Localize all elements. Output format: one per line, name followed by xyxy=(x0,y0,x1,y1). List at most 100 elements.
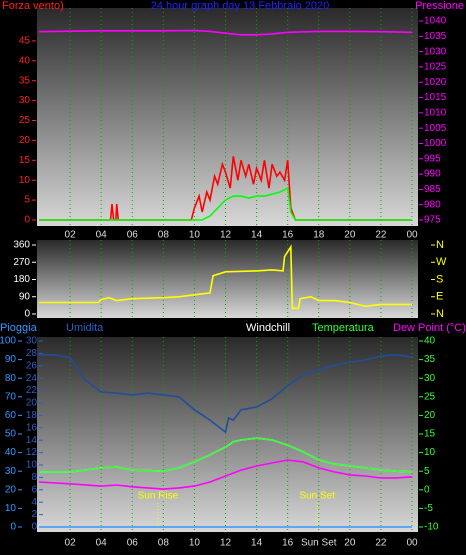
y-tick-label: 270 xyxy=(13,257,30,268)
series-line xyxy=(39,437,413,473)
y-tick-label: 12 xyxy=(26,447,38,458)
x-tick-label: 02 xyxy=(65,230,77,241)
y-tick-label: -10 xyxy=(424,522,439,533)
series-line xyxy=(38,459,413,490)
y-tick-label: 8 xyxy=(31,472,37,483)
y-tick-label: 16 xyxy=(26,422,38,433)
y-tick-label: 30 xyxy=(26,336,38,347)
x-tick-label: Sun Set xyxy=(301,538,337,549)
axis-label: 24 hour graph day 13 Febbraio 2020 xyxy=(151,0,330,12)
y-tick-label: 20 xyxy=(424,410,436,421)
x-tick-label: 04 xyxy=(96,538,108,549)
x-tick-label: 12 xyxy=(220,230,232,241)
y-tick-label: 995 xyxy=(424,153,441,164)
y-tick-label: 35 xyxy=(19,75,31,86)
y-tick-label: 1010 xyxy=(424,107,447,118)
series-line xyxy=(39,244,412,310)
y-tick-label: 26 xyxy=(26,360,38,371)
y-tick-label: 0 xyxy=(31,522,37,533)
y-tick-label: 1020 xyxy=(424,77,447,88)
y-tick-label: 1015 xyxy=(424,92,447,103)
y-tick-label: 20 xyxy=(19,135,31,146)
y-tick-label: 1040 xyxy=(424,16,447,27)
x-tick-label: 16 xyxy=(282,538,294,549)
y-tick-label: 35 xyxy=(424,354,436,365)
plot-area xyxy=(37,337,418,532)
y-tick-label: 40 xyxy=(19,55,31,66)
y-tick-label: 1030 xyxy=(424,46,447,57)
x-tick-label: 20 xyxy=(344,538,356,549)
y-tick-label: 985 xyxy=(424,184,441,195)
x-tick-label: 00 xyxy=(406,538,418,549)
y-tick-label: 0 xyxy=(10,522,16,533)
x-tick-label: 06 xyxy=(127,230,139,241)
x-tick-label: 12 xyxy=(220,538,232,549)
y-tick-label: 40 xyxy=(5,447,17,458)
y-tick-label: 1025 xyxy=(424,62,447,73)
legend-label: Temperatura xyxy=(312,322,375,334)
y-tick-label: 975 xyxy=(424,215,441,226)
plot-area xyxy=(37,240,418,318)
legend-label: Umidita xyxy=(66,322,104,334)
legend-label: Windchill xyxy=(246,322,290,334)
y-tick-label: 40 xyxy=(424,336,436,347)
y-tick-label: 980 xyxy=(424,199,441,210)
y-tick-label: 10 xyxy=(424,447,436,458)
y-tick-label: 30 xyxy=(19,95,31,106)
x-tick-label: 22 xyxy=(375,230,387,241)
y-tick-label: 5 xyxy=(424,466,430,477)
y-tick-label: 90 xyxy=(19,291,31,302)
legend-label: Dew Point (°C) xyxy=(393,322,466,334)
y-tick-label: 5 xyxy=(24,195,30,206)
y-tick-label: 30 xyxy=(5,466,17,477)
y-tick-label: N xyxy=(436,239,444,251)
x-tick-label: 10 xyxy=(189,538,201,549)
y-tick-label: 180 xyxy=(13,274,30,285)
y-tick-label: 50 xyxy=(5,429,17,440)
x-tick-label: 04 xyxy=(96,230,108,241)
annotation: Sun Rise xyxy=(138,491,179,502)
y-tick-label: E xyxy=(436,291,443,303)
y-tick-label: 22 xyxy=(26,385,38,396)
y-tick-label: 15 xyxy=(19,155,31,166)
y-tick-label: 990 xyxy=(424,169,441,180)
y-tick-label: 80 xyxy=(5,373,17,384)
x-tick-label: 00 xyxy=(406,230,418,241)
y-tick-label: 45 xyxy=(19,36,31,47)
y-tick-label: 0 xyxy=(24,215,30,226)
y-tick-label: 90 xyxy=(5,354,17,365)
y-tick-label: 20 xyxy=(26,398,38,409)
axis-label: Pressione xyxy=(415,0,464,12)
series-line xyxy=(38,29,413,36)
y-tick-label: 14 xyxy=(26,435,38,446)
legend-label: Pioggia xyxy=(0,322,38,334)
y-tick-label: 1000 xyxy=(424,138,447,149)
y-tick-label: 25 xyxy=(424,391,436,402)
x-tick-label: 02 xyxy=(65,538,77,549)
x-tick-label: 10 xyxy=(189,230,201,241)
x-tick-label: 08 xyxy=(158,230,170,241)
x-tick-label: 16 xyxy=(282,230,294,241)
y-tick-label: 10 xyxy=(19,175,31,186)
series-line xyxy=(39,186,412,221)
y-tick-label: 20 xyxy=(5,484,17,495)
y-tick-label: 4 xyxy=(31,497,37,508)
y-tick-label: 24 xyxy=(26,373,38,384)
y-tick-label: 25 xyxy=(19,115,31,126)
x-tick-label: 22 xyxy=(375,538,387,549)
x-tick-label: 14 xyxy=(251,230,263,241)
y-tick-label: 10 xyxy=(26,460,38,471)
y-tick-label: 70 xyxy=(5,391,17,402)
series-line xyxy=(39,354,413,434)
series-line xyxy=(39,156,412,221)
y-tick-label: 30 xyxy=(424,373,436,384)
y-tick-label: 100 xyxy=(0,336,16,347)
y-tick-label: 18 xyxy=(26,410,38,421)
y-tick-label: 10 xyxy=(5,503,17,514)
x-tick-label: 14 xyxy=(251,538,263,549)
y-tick-label: 360 xyxy=(13,240,30,251)
y-tick-label: 0 xyxy=(424,484,430,495)
x-tick-label: 20 xyxy=(344,230,356,241)
